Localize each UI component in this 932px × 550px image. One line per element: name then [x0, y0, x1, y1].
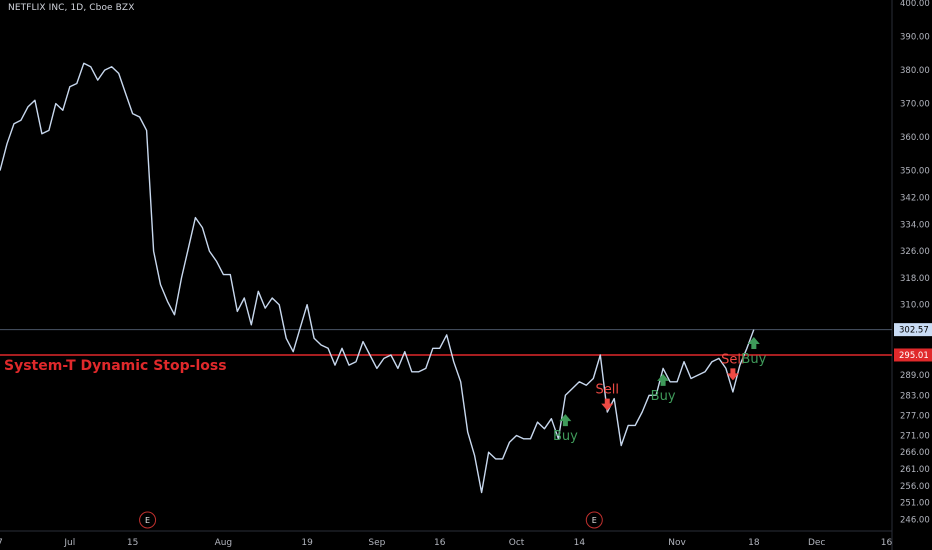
buy-signal: Buy: [553, 414, 578, 444]
buy-arrow: [747, 336, 760, 349]
y-tick-label: 271.00: [900, 431, 930, 441]
y-tick-label: 251.00: [900, 499, 930, 509]
earnings-label: E: [592, 516, 597, 525]
y-tick-label: 342.00: [900, 193, 930, 203]
sell-signal: Sell: [596, 383, 619, 411]
buy-arrow: [657, 373, 670, 386]
earnings-label: E: [145, 516, 150, 525]
x-tick-label: 14: [574, 538, 586, 548]
y-tick-label: 400.00: [900, 0, 930, 9]
y-tick-label: 360.00: [900, 133, 930, 143]
x-tick-label: Aug: [215, 538, 233, 548]
x-tick-label: Sep: [368, 538, 385, 548]
buy-label: Buy: [553, 429, 578, 444]
buy-label: Buy: [741, 352, 766, 367]
x-tick-label: 15: [127, 538, 138, 548]
y-tick-label: 246.00: [900, 515, 930, 525]
last-price-tag-bg: [894, 323, 932, 337]
price-line: [0, 62, 755, 494]
sell-label: Sell: [721, 352, 744, 367]
x-tick-label: Nov: [668, 538, 686, 548]
x-tick-label: 16: [881, 538, 893, 548]
earnings-circle: [139, 511, 157, 529]
price-series: [0, 62, 755, 494]
y-tick-label: 370.00: [900, 100, 930, 110]
sell-arrow: [726, 368, 739, 381]
earnings-marker: E: [139, 511, 157, 529]
stop-loss-tag-label: 295.01: [899, 351, 929, 361]
stop-loss-tag: 295.01: [894, 348, 932, 362]
y-tick-label: 334.00: [900, 220, 930, 230]
earnings-circle: [585, 511, 603, 529]
y-tick-label: 326.00: [900, 247, 930, 257]
x-tick-label: 19: [301, 538, 313, 548]
buy-arrow: [559, 414, 572, 427]
y-tick-label: 266.00: [900, 448, 930, 458]
y-tick-label: 350.00: [900, 167, 930, 177]
x-axis-ticks: 7 Jul 15 Aug 19 Sep 16 Oct 14 Nov 18 Dec 16: [0, 538, 892, 548]
y-tick-label: 256.00: [900, 482, 930, 492]
y-tick-label: 390.00: [900, 33, 930, 43]
buy-signal: Buy: [741, 336, 767, 367]
last-price-tag-label: 302.57: [899, 326, 929, 336]
x-tick-label: 7: [0, 538, 3, 548]
y-tick-label: 283.00: [900, 391, 930, 401]
earnings-marker: E: [585, 511, 603, 529]
price-tags: 302.57 295.01: [894, 323, 932, 362]
sell-signal: Sell: [721, 352, 745, 381]
stop-loss-tag-bg: [894, 348, 932, 362]
buy-label: Buy: [651, 389, 676, 404]
y-tick-label: 318.00: [900, 274, 930, 284]
buy-signal: Buy: [651, 373, 676, 404]
y-tick-label: 380.00: [900, 66, 930, 76]
sell-arrow: [601, 398, 614, 411]
chart-title: NETFLIX INC, 1D, Cboe BZX: [8, 3, 135, 13]
x-tick-label: 16: [434, 538, 446, 548]
y-tick-label: 261.00: [900, 465, 930, 475]
x-tick-label: 18: [748, 538, 760, 548]
y-tick-label: 277.00: [900, 411, 930, 421]
y-axis-ticks: 400.00 390.00 380.00 370.00 360.00 350.00 342.…: [900, 0, 930, 525]
y-tick-label: 289.00: [900, 371, 930, 381]
stop-loss-line-group: System-T Dynamic Stop-loss: [0, 354, 892, 374]
x-tick-label: Dec: [808, 538, 825, 548]
sell-label: Sell: [596, 383, 619, 398]
stop-loss-label: System-T Dynamic Stop-loss: [4, 358, 227, 374]
x-tick-label: Jul: [63, 538, 75, 548]
last-price-tag: 302.57: [894, 323, 932, 337]
y-tick-label: 310.00: [900, 301, 930, 311]
x-tick-label: Oct: [509, 538, 525, 548]
